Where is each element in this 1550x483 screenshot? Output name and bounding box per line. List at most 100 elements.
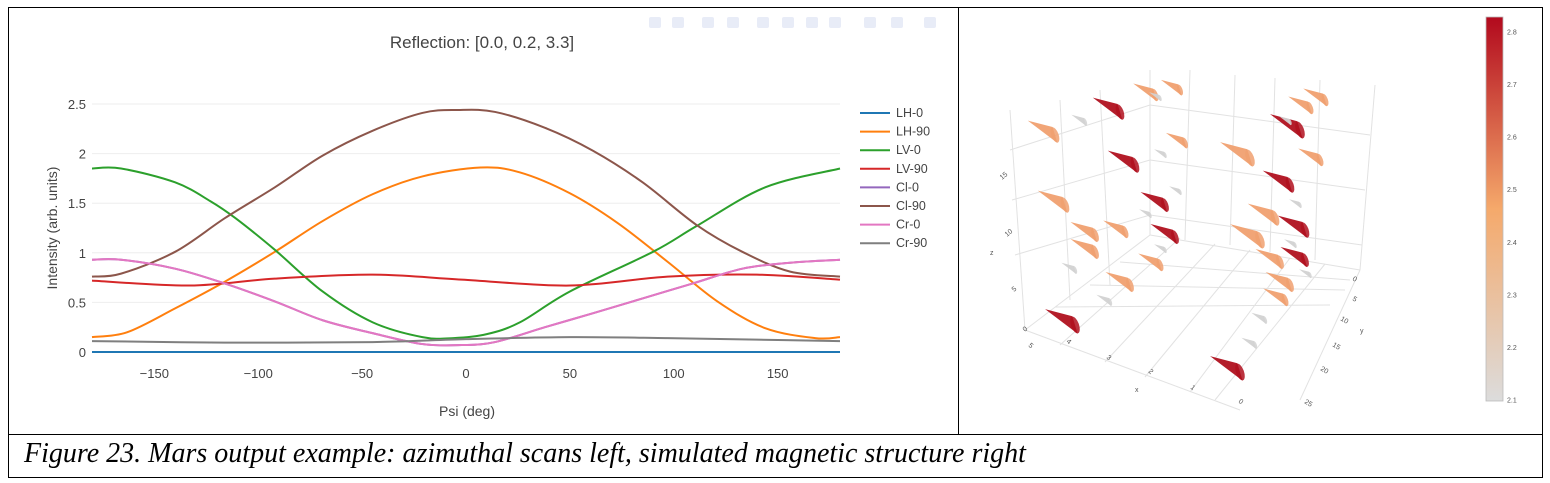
colorbar: 2.1 2.2 2.3 2.4 2.5 2.6 2.7 2.8	[1485, 16, 1517, 405]
colorbar-tick-label: 2.8	[1507, 30, 1517, 37]
cone-base	[1091, 228, 1099, 242]
cone-marker	[1037, 190, 1068, 213]
legend-item[interactable]: LV-0	[896, 143, 921, 157]
cone-marker	[1103, 220, 1127, 239]
legend-item[interactable]: Cr-0	[896, 218, 920, 232]
cone-marker	[1165, 132, 1187, 149]
cone-base	[1070, 316, 1080, 334]
cone-base	[1235, 363, 1245, 381]
gridline-3d	[1189, 257, 1291, 393]
caption-divider	[8, 434, 1543, 435]
cone-base	[1176, 84, 1184, 96]
y-tick-label-3d: 25	[1303, 399, 1313, 409]
save-icon	[672, 17, 684, 28]
cone-marker	[1061, 262, 1077, 274]
legend-item[interactable]: Cr-90	[896, 236, 927, 250]
series-line-lh-90	[91, 166, 841, 340]
colorbar-tick-label: 2.7	[1507, 82, 1517, 89]
cone-marker	[1288, 96, 1312, 115]
cone-marker	[1263, 288, 1287, 307]
legend-item[interactable]: Cl-0	[896, 180, 919, 194]
legend-item[interactable]: LV-90	[896, 162, 928, 176]
legend[interactable]: LH-0 LH-90 LV-0 LV-90 Cl-0 Cl-90 Cr-0 Cr-90	[860, 106, 930, 250]
camera-icon	[649, 17, 661, 28]
colorbar-gradient	[1485, 16, 1504, 402]
x-tick-label-3d: 1	[1189, 384, 1197, 392]
panel-divider	[958, 7, 959, 435]
cone-marker	[1107, 150, 1138, 173]
cone-marker	[1133, 83, 1157, 102]
colorbar-tick-label: 2.5	[1507, 187, 1517, 194]
cone-base	[1158, 94, 1162, 102]
x-axis-label: Psi (deg)	[439, 403, 495, 419]
x-tick-label: −100	[244, 366, 273, 381]
x-axis-label-3d: x	[1135, 387, 1139, 394]
gridline-3d	[1011, 159, 1151, 201]
cone-marker	[1277, 215, 1308, 238]
y-axis-label: Intensity (arb. units)	[44, 167, 60, 290]
cone-base	[1115, 104, 1125, 120]
y-tick-label-3d: 5	[1351, 296, 1358, 304]
cone-marker	[1280, 247, 1308, 268]
zoom-icon	[702, 17, 714, 28]
cone-base	[1091, 245, 1099, 259]
gridline-3d	[1099, 89, 1111, 286]
cone-marker	[1289, 199, 1301, 209]
y-tick-label: 2	[79, 147, 86, 162]
cone-marker	[1230, 224, 1263, 249]
cone-base	[1288, 118, 1292, 126]
series-line-cr-0	[91, 258, 841, 347]
gridline-3d	[1009, 109, 1026, 331]
cone-base	[1245, 149, 1255, 167]
cone-marker	[1265, 272, 1293, 293]
x-tick-label: 100	[663, 366, 685, 381]
y-tick-label: 1	[79, 246, 86, 261]
cone-marker	[1139, 209, 1151, 219]
cone-marker	[1138, 253, 1162, 272]
cone-base	[1178, 188, 1182, 196]
cone-base	[1181, 137, 1189, 149]
gridline-3d	[1269, 77, 1276, 253]
y-tick-label-3d: 10	[1339, 316, 1349, 326]
cone-base	[1308, 271, 1312, 279]
cone-marker	[1154, 244, 1166, 254]
x-tick-label-3d: 2	[1147, 368, 1155, 376]
gridline-3d	[1149, 104, 1371, 136]
cone-marker	[1279, 116, 1291, 126]
cone-marker	[1045, 309, 1078, 334]
x-tick-label-3d: 5	[1027, 342, 1035, 350]
x-tick-label-3d: 4	[1065, 338, 1073, 346]
cone-base	[1060, 197, 1070, 213]
cone-base	[1171, 230, 1179, 244]
series-line-cl-90	[91, 108, 841, 278]
hover-closest-icon	[864, 17, 876, 28]
series-lines	[91, 108, 841, 353]
gridline-3d	[1149, 159, 1366, 191]
gridline-3d	[1359, 84, 1376, 271]
chart-title: Reflection: [0.0, 0.2, 3.3]	[390, 33, 574, 52]
x-tick-labels: −150 −100 −50 0 50 100 150	[140, 366, 789, 381]
gridline-3d	[1229, 74, 1236, 246]
cone-marker	[1169, 186, 1181, 196]
y-tick-label: 1.5	[68, 196, 86, 211]
colorbar-tick-label: 2.3	[1507, 292, 1517, 299]
gridline-3d	[1009, 104, 1151, 151]
series-line-lv-90	[91, 273, 841, 287]
hover-compare-icon	[891, 17, 903, 28]
cone-marker	[1303, 88, 1327, 107]
cone-marker	[1210, 356, 1243, 381]
3d-scene[interactable]: 0 5 10 15 z 0 1 2 3 4 5 x 0 5 10 15 20 25 y	[990, 69, 1376, 411]
z-tick-label: 15	[999, 171, 1010, 181]
cone-base	[1301, 253, 1309, 267]
cone-base	[1306, 101, 1314, 115]
legend-item[interactable]: LH-90	[896, 125, 930, 139]
x-tick-label: −50	[351, 366, 373, 381]
y-tick-label: 2.5	[68, 97, 86, 112]
modebar	[649, 17, 936, 28]
cone-base	[1295, 121, 1305, 139]
cone-marker	[1105, 272, 1133, 293]
cone-marker	[1262, 170, 1293, 193]
legend-item[interactable]: Cl-90	[896, 199, 926, 213]
legend-item[interactable]: LH-0	[896, 106, 923, 120]
cone-base	[1163, 151, 1167, 159]
